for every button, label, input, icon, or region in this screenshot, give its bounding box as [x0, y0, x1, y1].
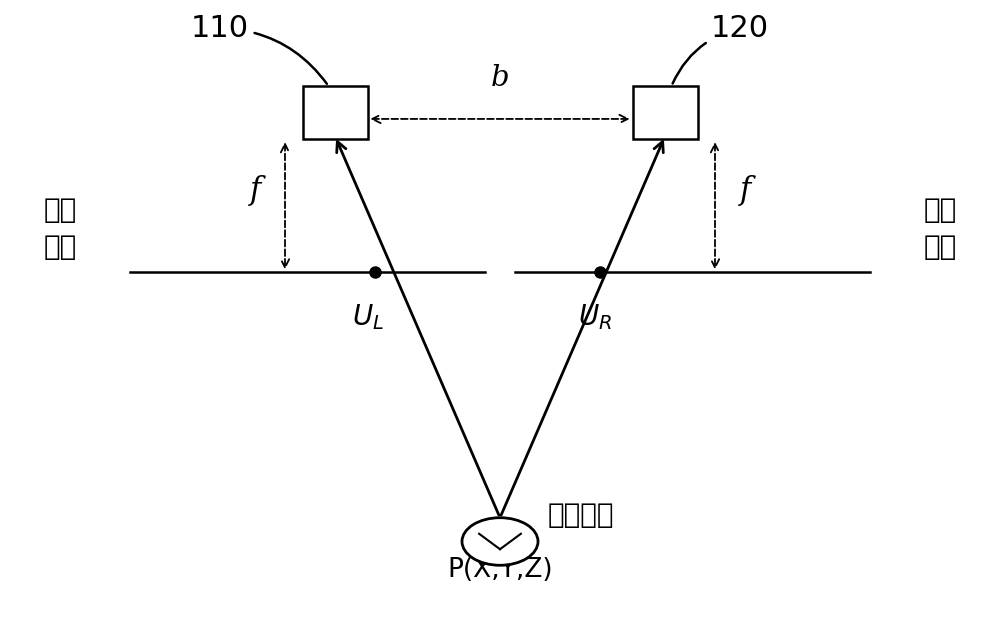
Text: 110: 110 — [191, 14, 327, 84]
Text: f: f — [739, 175, 751, 207]
Text: 目标
图像: 目标 图像 — [923, 196, 957, 261]
Text: P(X,Y,Z): P(X,Y,Z) — [447, 557, 553, 583]
Circle shape — [462, 518, 538, 565]
Text: 目标物体: 目标物体 — [548, 501, 614, 528]
Text: 120: 120 — [673, 14, 769, 83]
Text: 目标
图像: 目标 图像 — [43, 196, 77, 261]
Text: $U_R$: $U_R$ — [578, 302, 612, 332]
Bar — [633, 86, 698, 140]
Text: b: b — [491, 64, 509, 92]
Text: f: f — [249, 175, 261, 207]
Bar — [302, 86, 368, 140]
Text: $U_L$: $U_L$ — [352, 302, 384, 332]
